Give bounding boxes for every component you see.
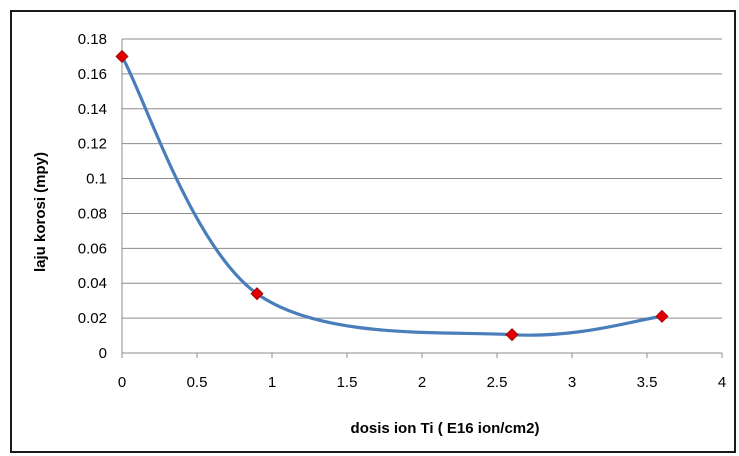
series <box>115 49 669 342</box>
y-tick-label: 0.12 <box>78 136 107 153</box>
gridlines <box>122 38 722 319</box>
x-axis-title: dosis ion Ti ( E16 ion/cm2) <box>351 420 540 437</box>
y-tick-labels: 0 0.02 0.04 0.06 0.08 0.1 0.12 0.14 0.16 0.18 <box>78 31 107 362</box>
line-chart: 0 0.02 0.04 0.06 0.08 0.1 0.12 0.14 0.16 0.18 0 0.… <box>32 31 726 437</box>
x-tick-label: 4 <box>718 374 726 391</box>
data-point-marker <box>250 287 264 301</box>
y-tick-label: 0.16 <box>78 66 107 83</box>
x-tick-label: 3.5 <box>637 374 658 391</box>
x-tick-label: 1 <box>268 374 276 391</box>
axes <box>121 39 723 358</box>
x-tick-label: 0.5 <box>187 374 208 391</box>
x-tick-label: 2.5 <box>487 374 508 391</box>
y-tick-label: 0.06 <box>78 240 107 257</box>
x-tick-label: 3 <box>568 374 576 391</box>
x-tick-label: 1.5 <box>337 374 358 391</box>
y-tick-label: 0.02 <box>78 310 107 327</box>
y-tick-label: 0.18 <box>78 31 107 48</box>
y-tick-label: 0.04 <box>78 275 107 292</box>
y-tick-label: 0.14 <box>78 101 107 118</box>
y-axis-title: laju korosi (mpy) <box>32 152 49 272</box>
chart-frame: 0 0.02 0.04 0.06 0.08 0.1 0.12 0.14 0.16 0.18 0 0.… <box>10 10 736 453</box>
data-point-marker <box>655 309 669 323</box>
x-tick-label: 0 <box>118 374 126 391</box>
y-tick-label: 0.1 <box>86 171 107 188</box>
series-line <box>120 54 664 337</box>
y-tick-label: 0 <box>99 345 107 362</box>
y-tick-label: 0.08 <box>78 205 107 222</box>
data-point-marker <box>115 49 129 64</box>
x-tick-labels: 0 0.5 1 1.5 2 2.5 3 3.5 4 <box>118 374 726 391</box>
x-tick-label: 2 <box>418 374 426 391</box>
data-point-marker <box>505 328 519 342</box>
